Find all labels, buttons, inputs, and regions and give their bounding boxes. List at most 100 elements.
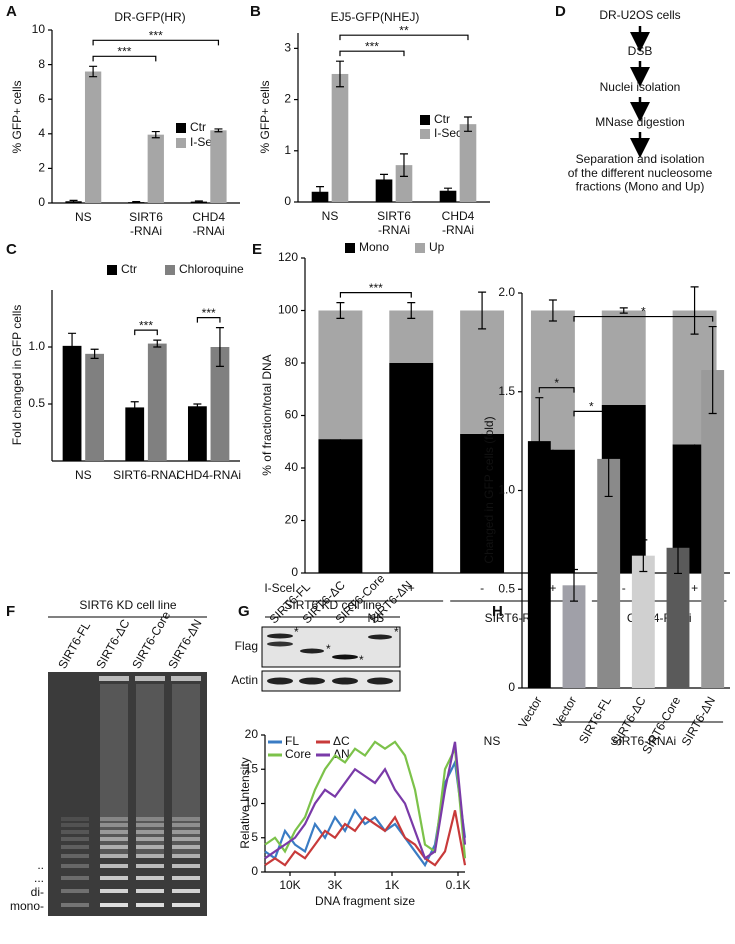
- panel-label: B: [250, 3, 261, 20]
- bar: [597, 458, 621, 688]
- x-tick-label: 3K: [328, 878, 343, 892]
- legend-label: Ctr: [434, 112, 450, 126]
- bar: [62, 345, 82, 461]
- error-bar: [463, 116, 472, 132]
- significance-label: ***: [149, 29, 163, 43]
- bar-segment: [318, 310, 363, 440]
- band-marker: ..: [37, 858, 44, 872]
- blot-box: [261, 626, 401, 668]
- legend-swatch: [415, 243, 425, 253]
- x-tick-label: CHD4-RNAi: [192, 210, 225, 238]
- bar-segment: [460, 433, 505, 573]
- y-axis-label: % GFP+ cells: [10, 80, 24, 153]
- error-bar: [478, 291, 487, 330]
- x-tick-label: NS: [75, 468, 92, 482]
- x-tick-label: +: [549, 581, 556, 595]
- x-tick-label: CHD4-RNAi: [442, 209, 475, 237]
- gel-band: [100, 889, 128, 893]
- blot-panel: G SIRT6 KD cell line SIRT6-FL SIRT6-ΔC S…: [231, 571, 415, 692]
- bar: [375, 179, 393, 202]
- gel-band: [172, 845, 200, 849]
- y-tick-label: 4: [38, 126, 45, 140]
- panel-label: G: [238, 603, 250, 620]
- x-axis-label: DNA fragment size: [315, 894, 415, 908]
- y-tick-label: 80: [285, 355, 299, 369]
- blot-title: SIRT6 KD cell line: [284, 598, 381, 612]
- gel-band: [100, 823, 128, 827]
- significance-label: *: [589, 400, 594, 414]
- error-bar: [619, 307, 628, 314]
- x-tick-label: SIRT6-RNAi: [113, 468, 179, 482]
- line-series: [264, 740, 467, 859]
- bar-segment: [389, 363, 434, 573]
- significance-bracket: [196, 317, 221, 323]
- error-bar: [570, 568, 578, 602]
- band: [267, 633, 293, 639]
- error-bar: [132, 201, 141, 204]
- flow-diagram: D DR-U2OS cells DSB Nuclei isolation MNa…: [555, 3, 713, 194]
- y-tick-label: 15: [245, 761, 259, 775]
- significance-bracket: [92, 55, 157, 62]
- lane-label: SIRT6-FL: [55, 619, 93, 671]
- band: [332, 677, 358, 685]
- gel-band: [136, 837, 164, 841]
- x-tick-label: -: [338, 581, 342, 595]
- significance-bracket: [573, 315, 714, 322]
- bar: [439, 190, 457, 202]
- y-tick-label: 60: [285, 408, 299, 422]
- legend-swatch: [107, 265, 117, 275]
- gel-smear: [100, 684, 128, 854]
- bar: [395, 165, 413, 202]
- error-bar: [399, 153, 408, 177]
- line-series: [264, 741, 467, 861]
- error-bar: [690, 286, 699, 335]
- y-axis-label: % of fraction/total DNA: [260, 354, 274, 475]
- gel-band: [136, 823, 164, 827]
- error-bar: [535, 397, 544, 486]
- flow-node: Separation and isolation of the different…: [568, 152, 713, 194]
- y-tick-label: 0: [251, 864, 258, 878]
- legend-label: Up: [429, 240, 445, 254]
- gel-band: [61, 837, 89, 841]
- bar: [459, 124, 477, 202]
- text-line: CHD4: [442, 209, 475, 223]
- gel-band: [172, 903, 200, 907]
- y-axis-label: Fold changed in GFP cells: [10, 305, 24, 446]
- band: [267, 677, 293, 685]
- bar: [331, 73, 349, 202]
- gel-band: [136, 864, 164, 868]
- x-tick-label: 1K: [385, 878, 400, 892]
- gel-band: [172, 854, 200, 858]
- y-tick-label: 40: [285, 460, 299, 474]
- error-bar: [639, 539, 648, 573]
- legend-swatch: [176, 123, 186, 133]
- blot-box: [261, 670, 401, 692]
- lane-label: SIRT6-ΔC: [93, 617, 133, 671]
- band-asterisk: *: [294, 625, 299, 639]
- error-bar: [214, 128, 223, 133]
- band: [300, 648, 324, 654]
- gel-band: [136, 830, 164, 834]
- y-axis-label: % GFP+ cells: [258, 80, 272, 153]
- gel-title: SIRT6 KD cell line: [79, 598, 176, 612]
- y-tick-label: 120: [278, 250, 298, 264]
- bar: [701, 370, 725, 688]
- bar-segment: [601, 310, 646, 405]
- bar: [210, 130, 227, 203]
- bar-segment: [318, 439, 363, 573]
- x-tick-label: CHD4-RNAi: [176, 468, 241, 482]
- y-tick-label: 1.0: [498, 483, 515, 497]
- x-tick-label: NS: [322, 209, 339, 223]
- lane-label: SIRT6-ΔN: [165, 617, 204, 671]
- error-bar: [335, 60, 344, 88]
- gel-band: [61, 823, 89, 827]
- gel-band: [61, 854, 89, 858]
- x-tick-label: +: [408, 581, 415, 595]
- gel-band: [172, 889, 200, 893]
- gel-band: [61, 889, 89, 893]
- error-bar: [336, 302, 345, 319]
- band: [299, 677, 325, 685]
- bar: [84, 71, 102, 204]
- y-tick-label: 20: [285, 513, 299, 527]
- y-tick-label: 3: [284, 41, 291, 55]
